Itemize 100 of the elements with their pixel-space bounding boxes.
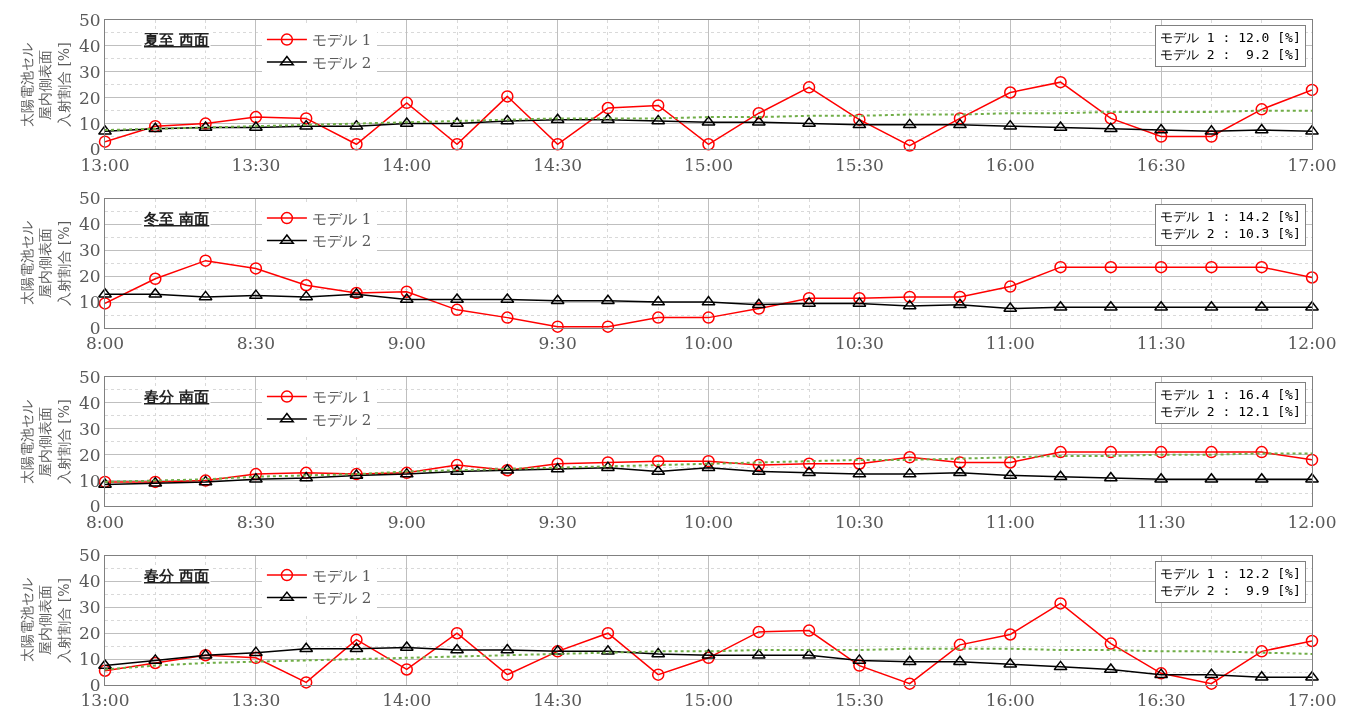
point: [1205, 130, 1218, 143]
point: [1154, 123, 1169, 134]
point: [953, 112, 967, 125]
point: [1104, 112, 1118, 125]
y-tick-label: 40: [78, 214, 101, 235]
point: [249, 110, 263, 124]
x-tick-label: 12:00: [1287, 333, 1337, 354]
y-axis-title: 太陽電池セル屋内側表面入射割合 [%]: [19, 220, 72, 306]
legend-label: モデル 1: [311, 388, 372, 407]
point: [853, 659, 866, 672]
annotation: モデル 2 : 9.2 [%]: [1160, 46, 1301, 62]
point: [651, 647, 666, 658]
annotation: モデル 2 : 10.3 [%]: [1160, 225, 1301, 241]
y-axis-title: 太陽電池セル屋内側表面入射割合 [%]: [19, 399, 72, 485]
point: [651, 295, 666, 306]
y-tick-label: 10: [78, 292, 101, 313]
point: [1054, 597, 1067, 610]
point: [903, 290, 916, 304]
y-tick-label: 10: [78, 649, 101, 670]
point: [601, 320, 615, 333]
point: [501, 90, 514, 103]
point: [651, 99, 665, 112]
point: [550, 462, 565, 473]
point: [1103, 471, 1118, 482]
x-tick-label: 16:00: [985, 690, 1035, 711]
point: [249, 467, 263, 481]
x-tick-label: 17:00: [1287, 690, 1337, 711]
point: [450, 303, 464, 317]
point: [349, 642, 364, 653]
point: [299, 642, 314, 653]
point: [1054, 75, 1067, 89]
y-tick-label: 40: [78, 392, 101, 413]
point: [1205, 445, 1218, 459]
point: [853, 291, 866, 305]
point: [1255, 260, 1268, 274]
point: [1053, 470, 1068, 481]
point: [350, 138, 363, 151]
x-tick-label: 15:00: [684, 154, 733, 175]
point: [249, 651, 263, 665]
point: [752, 458, 766, 472]
point: [299, 290, 314, 301]
annotation: モデル 1 : 12.0 [%]: [1160, 30, 1301, 45]
point: [752, 625, 766, 639]
x-tick-label: 12:00: [1287, 511, 1337, 532]
annotation: モデル 1 : 14.2 [%]: [1160, 209, 1301, 224]
point: [500, 114, 515, 125]
x-tick-label: 11:30: [1136, 333, 1186, 354]
point: [902, 655, 917, 666]
point: [350, 633, 363, 646]
point: [1154, 130, 1168, 143]
point: [399, 117, 414, 128]
point: [299, 112, 313, 125]
point: [702, 138, 715, 151]
y-tick-label: 10: [78, 113, 101, 134]
x-tick-label: 14:30: [533, 690, 583, 711]
y-tick-label: 50: [78, 188, 101, 209]
point: [752, 106, 766, 120]
point: [852, 118, 867, 129]
point: [702, 651, 715, 665]
point: [802, 457, 816, 471]
y-tick-label: 10: [78, 470, 101, 491]
point: [601, 101, 615, 115]
point: [299, 466, 313, 480]
point: [752, 302, 766, 315]
text: 冬至 南面: [143, 210, 210, 228]
point: [1254, 670, 1269, 681]
x-tick-label: 16:30: [1136, 690, 1186, 711]
x-tick-label: 13:30: [231, 154, 281, 175]
point: [953, 638, 967, 652]
point: [500, 643, 515, 654]
point: [248, 289, 263, 300]
point: [902, 118, 917, 129]
point: [1053, 660, 1068, 671]
point: [651, 311, 665, 324]
point: [149, 272, 162, 286]
point: [651, 114, 666, 125]
point: [953, 456, 967, 469]
point: [1205, 260, 1218, 274]
x-tick-label: 11:30: [1136, 511, 1186, 532]
point: [853, 457, 866, 471]
point: [551, 138, 564, 151]
point: [299, 471, 314, 482]
y-axis-title: 太陽電池セル屋内側表面入射割合 [%]: [19, 42, 72, 128]
text: 春分 南面: [143, 388, 210, 406]
point: [1103, 122, 1118, 133]
point: [299, 676, 313, 689]
point: [1255, 645, 1268, 658]
point: [1104, 445, 1118, 459]
point: [1054, 445, 1067, 459]
x-tick-label: 16:00: [985, 154, 1035, 175]
text: 夏至 西面: [143, 31, 210, 49]
point: [1004, 86, 1017, 99]
point: [702, 454, 715, 468]
y-tick-label: 20: [78, 444, 101, 465]
point: [601, 626, 615, 640]
y-tick-label: 50: [78, 9, 101, 30]
point: [701, 461, 716, 472]
legend-label: モデル 2: [311, 410, 372, 429]
point: [1004, 280, 1017, 293]
x-tick-label: 15:00: [684, 690, 733, 711]
